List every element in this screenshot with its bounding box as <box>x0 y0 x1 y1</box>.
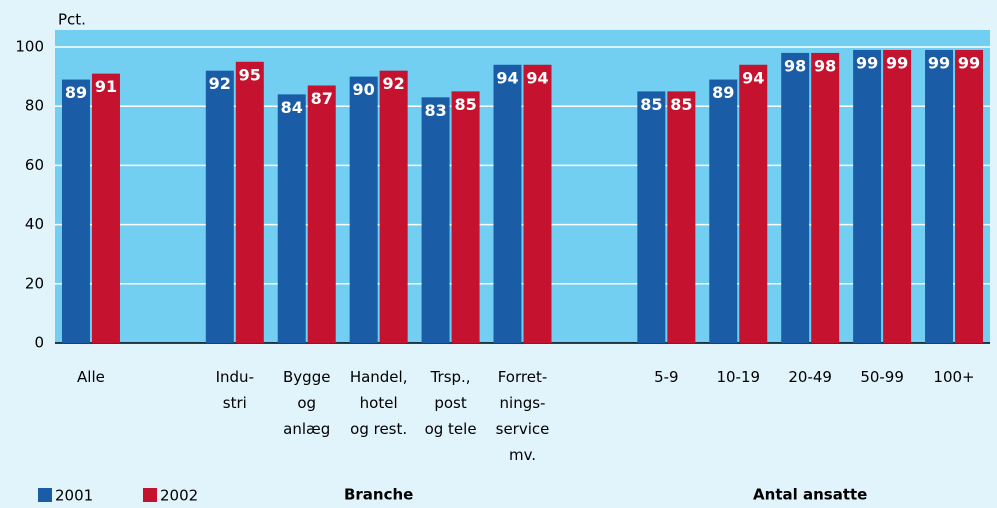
x-tick-label-line: stri <box>223 394 247 412</box>
bar <box>811 52 840 344</box>
bar <box>637 91 666 344</box>
x-tick-label-line: hotel <box>360 394 398 412</box>
x-tick-label: 50-99 <box>860 368 904 386</box>
x-tick-label-line: 50-99 <box>860 368 904 386</box>
x-tick-label: Alle <box>77 368 105 386</box>
x-tick-label-line: 20-49 <box>788 368 832 386</box>
value-label: 87 <box>311 89 333 108</box>
x-tick-label: Handel, hotel og rest. <box>350 368 408 438</box>
value-label: 85 <box>640 95 662 114</box>
value-label: 99 <box>928 53 950 72</box>
legend-swatch <box>143 488 157 502</box>
value-label: 99 <box>886 53 908 72</box>
x-tick-label-line: service <box>496 420 550 438</box>
x-tick-label: 10-19 <box>716 368 760 386</box>
value-label: 85 <box>454 95 476 114</box>
bar <box>277 94 306 343</box>
value-label: 91 <box>95 77 117 96</box>
value-label: 94 <box>526 68 548 87</box>
y-tick-label: 20 <box>25 274 44 292</box>
x-tick-label-line: Handel, <box>350 368 408 386</box>
x-tick-label: Indu-stri <box>216 368 254 412</box>
x-tick-label: 100+ <box>933 368 974 386</box>
bar <box>379 70 408 344</box>
x-tick-label-line: og <box>297 394 316 412</box>
y-axis-label: Pct. <box>58 11 86 29</box>
x-tick-label: 5-9 <box>654 368 679 386</box>
y-tick-label: 100 <box>15 38 44 56</box>
value-label: 94 <box>496 68 518 87</box>
bar <box>523 64 552 343</box>
x-tick-label: Forret-nings-service mv. <box>496 368 550 464</box>
legend-label: 2002 <box>160 487 198 505</box>
x-tick-label-line: anlæg <box>283 420 330 438</box>
value-label: 90 <box>353 80 375 99</box>
x-tick-label: Bygge og anlæg <box>283 368 330 438</box>
plot-area <box>55 30 990 343</box>
bar <box>421 97 450 343</box>
value-label: 89 <box>65 83 87 102</box>
x-tick-label-line: og rest. <box>350 420 407 438</box>
value-label: 99 <box>958 53 980 72</box>
x-tick-label-line: 100+ <box>933 368 974 386</box>
value-label: 94 <box>742 68 764 87</box>
x-tick-label-line: 5-9 <box>654 368 679 386</box>
bar <box>349 76 378 343</box>
x-tick-label: Trsp., post og tele <box>425 368 477 438</box>
bar <box>709 79 738 343</box>
group-label: Antal ansatte <box>753 486 867 504</box>
bar <box>61 79 90 343</box>
x-tick-label-line: 10-19 <box>716 368 760 386</box>
y-tick-label: 80 <box>25 97 44 115</box>
x-tick-label: 20-49 <box>788 368 832 386</box>
value-label: 95 <box>239 65 261 84</box>
group-label: Branche <box>344 486 413 504</box>
legend-label: 2001 <box>55 487 93 505</box>
value-label: 99 <box>856 53 878 72</box>
value-label: 92 <box>209 74 231 93</box>
x-tick-label-line: post <box>434 394 467 412</box>
x-tick-label-line: Trsp., <box>430 368 471 386</box>
x-tick-label-line: Bygge <box>283 368 330 386</box>
bar <box>781 52 810 344</box>
y-tick-label: 0 <box>34 334 44 352</box>
value-label: 98 <box>784 56 806 75</box>
bar <box>307 85 336 343</box>
legend-swatch <box>38 488 52 502</box>
bar <box>739 64 768 343</box>
x-tick-label-line: Indu- <box>216 368 254 386</box>
bar <box>235 61 264 344</box>
bar <box>925 49 954 344</box>
bar <box>493 64 522 343</box>
bar <box>451 91 480 344</box>
x-tick-label-line: Forret- <box>498 368 548 386</box>
x-tick-label-line: Alle <box>77 368 105 386</box>
value-label: 85 <box>670 95 692 114</box>
value-label: 84 <box>281 98 303 117</box>
value-label: 92 <box>383 74 405 93</box>
x-tick-label-line: mv. <box>509 446 536 464</box>
y-tick-label: 40 <box>25 215 44 233</box>
bar <box>853 49 882 344</box>
bar <box>667 91 696 344</box>
value-label: 89 <box>712 83 734 102</box>
bar <box>91 73 120 343</box>
value-label: 98 <box>814 56 836 75</box>
bar <box>955 49 984 344</box>
bar <box>205 70 234 344</box>
x-tick-label-line: og tele <box>425 420 477 438</box>
value-label: 83 <box>424 101 446 120</box>
x-tick-label-line: nings- <box>500 394 546 412</box>
y-tick-label: 60 <box>25 156 44 174</box>
bar <box>883 49 912 344</box>
